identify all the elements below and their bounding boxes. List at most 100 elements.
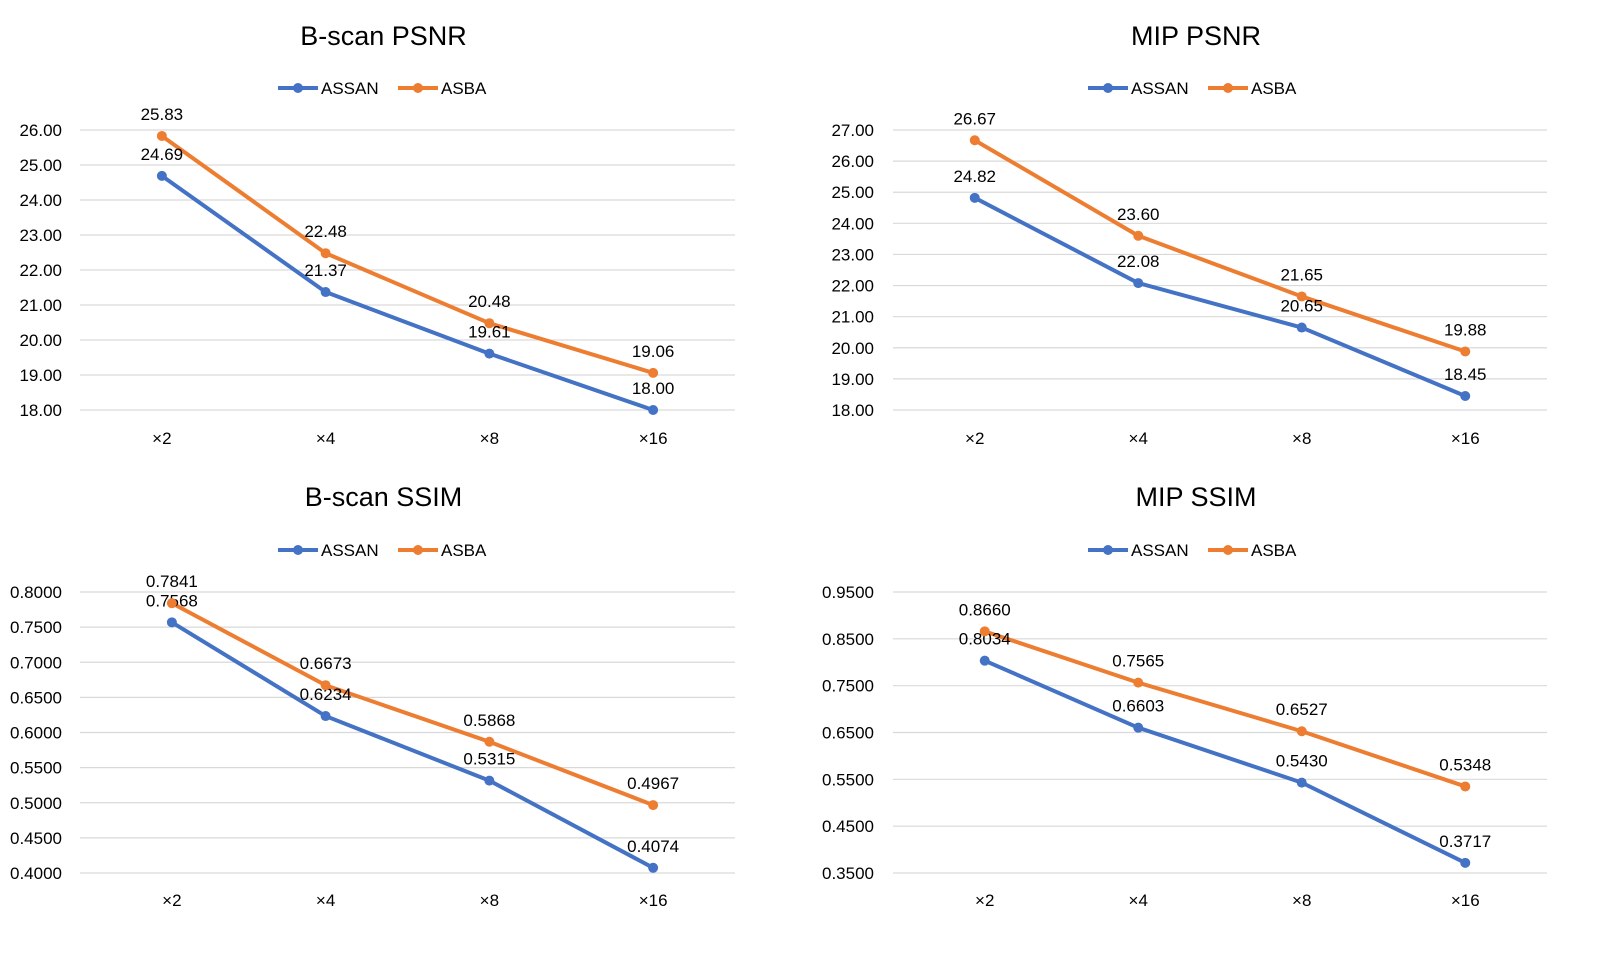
x-tick-label: ×16	[1451, 891, 1480, 910]
data-point-asba	[1133, 230, 1144, 241]
data-label-assan: 24.69	[141, 145, 184, 164]
data-point-assan	[320, 711, 331, 722]
legend-label: ASSAN	[321, 79, 379, 98]
series-line-assan	[170, 620, 655, 870]
data-point-asba	[484, 318, 495, 329]
legend-marker	[293, 545, 303, 555]
series-line-assan	[973, 196, 1467, 398]
legend-label: ASSAN	[1131, 79, 1189, 98]
series-line-asba	[170, 601, 654, 807]
chart-bscan-ssim: B-scan SSIM ASSAN ASBA 0.4000 0.4500 0.5000 0.…	[10, 482, 735, 910]
legend-item-assan: ASSAN	[1088, 541, 1189, 560]
y-tick-label: 0.7500	[10, 618, 62, 637]
data-label-assan: 0.5430	[1276, 752, 1328, 771]
legend-marker	[293, 83, 303, 93]
legend-item-asba: ASBA	[1208, 79, 1297, 98]
data-label-asba: 0.7565	[1112, 652, 1164, 671]
data-point-asba	[979, 626, 990, 637]
data-point-assan	[156, 170, 167, 181]
x-tick-label: ×2	[152, 429, 171, 448]
x-tick-label: ×8	[480, 891, 499, 910]
y-tick-label: 0.4000	[10, 864, 62, 883]
data-point-asba	[156, 130, 167, 141]
y-tick-label: 25.00	[831, 183, 874, 202]
legend-item-assan: ASSAN	[1088, 79, 1189, 98]
y-tick-label: 0.3500	[822, 864, 874, 883]
chart-mip-psnr: MIP PSNR ASSAN ASBA 18.00 19.00 20.00 21.00 22.…	[831, 21, 1547, 448]
legend-label: ASBA	[441, 79, 487, 98]
x-tick-label: ×2	[162, 891, 181, 910]
data-label-assan: 24.82	[953, 167, 996, 186]
y-tick-label: 0.5500	[10, 759, 62, 778]
data-point-asba	[320, 680, 331, 691]
data-label-asba: 0.6673	[300, 654, 352, 673]
data-point-asba	[320, 248, 331, 259]
legend-label: ASSAN	[1131, 541, 1189, 560]
x-tick-label: ×8	[480, 429, 499, 448]
y-tick-label: 23.00	[831, 245, 874, 264]
legend-marker	[413, 545, 423, 555]
data-label-asba: 19.88	[1444, 321, 1487, 340]
x-tick-label: ×8	[1292, 891, 1311, 910]
x-tick-label: ×16	[639, 891, 668, 910]
data-point-assan	[1133, 722, 1144, 733]
y-tick-label: 18.00	[19, 401, 62, 420]
legend-marker	[1223, 83, 1233, 93]
data-point-assan	[648, 405, 659, 415]
data-label-asba: 0.8660	[959, 600, 1011, 619]
legend-label: ASBA	[1251, 79, 1297, 98]
data-label-assan: 21.37	[304, 261, 347, 280]
y-tick-label: 22.00	[19, 261, 62, 280]
legend-label: ASSAN	[321, 541, 379, 560]
x-tick-label: ×4	[316, 429, 335, 448]
data-point-assan	[320, 287, 331, 298]
data-label-asba: 25.83	[141, 105, 184, 124]
y-tick-label: 18.00	[831, 401, 874, 420]
legend-item-asba: ASBA	[1208, 541, 1297, 560]
series-line-asba	[160, 134, 654, 375]
data-label-assan: 18.00	[632, 379, 675, 398]
data-label-asba: 0.4967	[627, 774, 679, 793]
chart-title: B-scan PSNR	[300, 21, 467, 51]
data-point-asba	[1460, 346, 1471, 357]
data-label-assan: 0.6234	[300, 685, 352, 704]
data-label-assan: 0.6603	[1112, 697, 1164, 716]
y-tick-label: 0.6500	[822, 724, 874, 743]
series-line-assan	[160, 174, 654, 412]
y-tick-label: 20.00	[19, 331, 62, 350]
y-tick-label: 26.00	[19, 121, 62, 140]
data-label-assan: 0.4074	[627, 837, 679, 856]
data-point-assan	[1296, 777, 1307, 788]
data-point-asba	[1296, 726, 1307, 737]
data-point-asba	[484, 736, 495, 747]
data-label-asba: 19.06	[632, 342, 675, 361]
legend-label: ASBA	[441, 541, 487, 560]
chart-mip-ssim: MIP SSIM ASSAN ASBA 0.3500 0.4500 0.5500 0.650…	[822, 482, 1547, 910]
data-point-asba	[1460, 781, 1471, 792]
y-tick-label: 0.6000	[10, 724, 62, 743]
x-tick-label: ×16	[639, 429, 668, 448]
y-tick-label: 0.9500	[822, 583, 874, 602]
x-tick-label: ×4	[1129, 429, 1148, 448]
chart-title: MIP SSIM	[1135, 482, 1256, 512]
y-tick-label: 0.4500	[10, 829, 62, 848]
x-tick-label: ×4	[1129, 891, 1148, 910]
chart-title: MIP PSNR	[1131, 21, 1261, 51]
data-label-asba: 26.67	[953, 109, 996, 128]
x-tick-label: ×4	[316, 891, 335, 910]
y-tick-label: 21.00	[19, 296, 62, 315]
data-label-assan: 0.5315	[463, 750, 515, 769]
data-label-assan: 0.8034	[959, 630, 1011, 649]
legend-marker	[1103, 83, 1113, 93]
data-label-assan: 20.65	[1280, 297, 1323, 316]
data-label-assan: 0.3717	[1439, 832, 1491, 851]
data-point-assan	[648, 862, 659, 873]
data-label-asba: 0.5348	[1439, 755, 1491, 774]
data-point-assan	[1133, 278, 1144, 289]
chart-title: B-scan SSIM	[305, 482, 463, 512]
x-tick-label: ×8	[1292, 429, 1311, 448]
legend-marker	[413, 83, 423, 93]
data-point-assan	[484, 348, 495, 359]
chart-bscan-psnr: B-scan PSNR ASSAN ASBA 18.00 19.00 20.00 21.00…	[19, 21, 735, 448]
data-point-assan	[969, 192, 980, 203]
